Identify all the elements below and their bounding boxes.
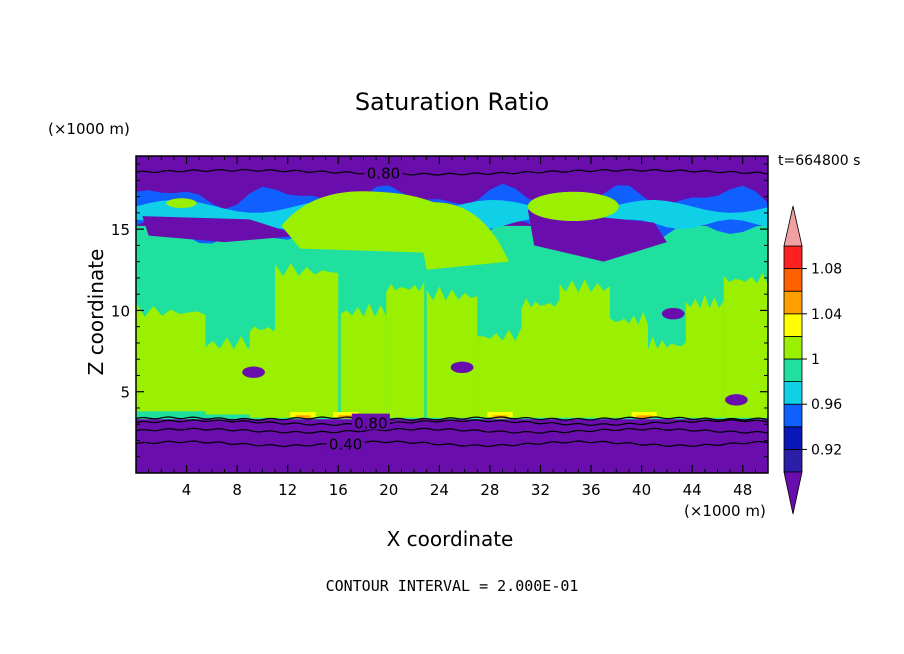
colorbar-extend-low <box>783 471 803 515</box>
x-tick-label: 20 <box>379 481 398 499</box>
x-axis-label-text: X coordinate <box>386 527 514 551</box>
field-lime-tower <box>559 279 610 418</box>
y-unit-label: (×1000 m) <box>48 120 130 138</box>
field-lime-tower <box>521 298 560 418</box>
chart-title: Saturation Ratio <box>354 88 550 116</box>
field-lime-anvil-2 <box>414 202 509 270</box>
contour-line-0 <box>135 168 769 176</box>
field-lime-small-cap <box>166 198 197 209</box>
field-orange-spot <box>636 415 652 419</box>
x-tick-label: 4 <box>182 481 192 499</box>
field-dry-pocket <box>450 361 474 374</box>
field-yellow-spot <box>631 412 657 417</box>
colorbar-extend-high <box>783 205 803 247</box>
colorbar-band <box>783 290 803 315</box>
field-lime-tower <box>723 273 768 418</box>
x-axis-label: X coordinate <box>0 527 904 551</box>
y-tick-label: 5 <box>120 384 130 402</box>
colorbar-band <box>783 268 803 292</box>
colorbar-label: 0.92 <box>811 442 842 458</box>
colorbar-band <box>783 335 803 360</box>
colorbar-band <box>783 448 803 473</box>
contour-label: 0.80 <box>367 164 400 182</box>
field-dry-pocket <box>242 366 265 378</box>
field-lime-tower <box>610 311 648 418</box>
field-lime-tower <box>426 286 478 418</box>
x-tick-label: 48 <box>733 481 752 499</box>
x-tick-label: 32 <box>531 481 550 499</box>
x-tick-label: 12 <box>278 481 297 499</box>
field-lime-tower <box>386 281 425 418</box>
contour-label: 0.80 <box>354 415 387 433</box>
colorbar-label: 1.08 <box>811 262 842 278</box>
x-tick-label: 16 <box>329 481 348 499</box>
field-yellow-spot <box>290 412 316 417</box>
colorbar-band <box>783 426 803 450</box>
colorbar-band <box>783 245 803 270</box>
x-tick-label: 28 <box>480 481 499 499</box>
field-lime-tower <box>477 327 528 418</box>
colorbar-band <box>783 381 803 405</box>
field-dry-pocket <box>725 394 748 406</box>
field-lime-tower <box>647 336 686 418</box>
x-tick-label: 40 <box>632 481 651 499</box>
field-lime-tower <box>205 335 263 415</box>
colorbar-label: 1 <box>811 352 820 368</box>
colorbar-label: 1.04 <box>811 307 842 323</box>
contour-line-base <box>135 416 769 421</box>
contour-label-bg <box>326 434 365 451</box>
contour-line-1 <box>135 419 769 426</box>
field-lime-tower <box>340 303 387 418</box>
colorbar-label: 0.96 <box>811 397 842 413</box>
field-orange-spot <box>295 415 311 419</box>
colorbar-band <box>783 403 803 428</box>
x-tick-label: 24 <box>430 481 449 499</box>
contour-interval-note: CONTOUR INTERVAL = 2.000E-01 <box>325 577 579 595</box>
field-lime-tower <box>685 294 724 418</box>
y-tick-label: 15 <box>111 221 130 239</box>
field-lime-cap <box>527 191 619 222</box>
x-tick-label: 44 <box>683 481 702 499</box>
time-label: t=664800 s <box>778 153 861 169</box>
field-upper-dry-left <box>142 216 301 243</box>
colorbar-band <box>783 358 803 383</box>
contour-label-bg <box>364 163 403 180</box>
y-tick-label: 10 <box>111 302 130 320</box>
field-yellow-spot <box>333 412 359 417</box>
contour-line-2 <box>135 440 769 448</box>
contour-label: 0.40 <box>329 436 362 454</box>
field-lime-tower <box>136 302 206 412</box>
colorbar-band <box>783 313 803 337</box>
contour-line-extra <box>135 427 769 434</box>
x-tick-label: 8 <box>232 481 242 499</box>
field-lime-tower <box>275 263 339 418</box>
x-tick-label: 36 <box>581 481 600 499</box>
field-dry-pocket <box>661 307 685 320</box>
field-yellow-spot <box>487 412 513 417</box>
contour-label-bg <box>351 413 390 430</box>
x-unit-label: (×1000 m) <box>684 502 766 520</box>
field-upper-dry-right <box>527 209 667 262</box>
